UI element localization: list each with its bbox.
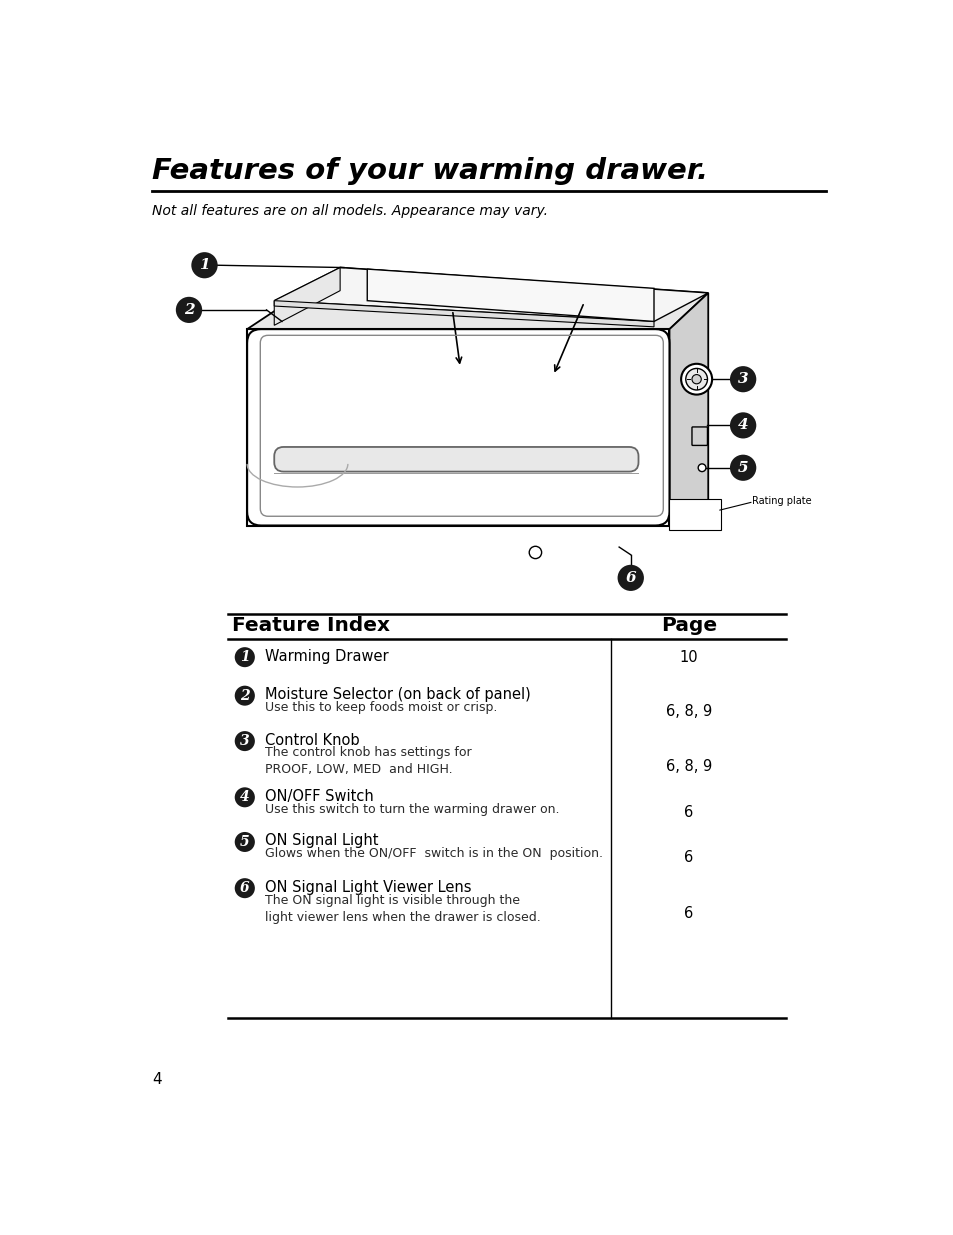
Text: ON Signal Light: ON Signal Light	[265, 834, 378, 848]
Text: Use this switch to turn the warming drawer on.: Use this switch to turn the warming draw…	[265, 803, 558, 815]
Circle shape	[680, 364, 711, 395]
Polygon shape	[274, 268, 707, 321]
Circle shape	[192, 252, 217, 278]
FancyBboxPatch shape	[691, 427, 707, 446]
Text: 3: 3	[737, 372, 748, 387]
Circle shape	[234, 832, 254, 852]
Text: 6: 6	[683, 805, 693, 820]
Text: Use this to keep foods moist or crisp.: Use this to keep foods moist or crisp.	[265, 701, 497, 714]
Text: 4: 4	[152, 1072, 161, 1087]
Text: Page: Page	[660, 616, 717, 635]
Text: 6: 6	[625, 571, 636, 585]
Text: Rating plate: Rating plate	[752, 496, 811, 506]
Circle shape	[529, 546, 541, 558]
Text: Not all features are on all models. Appearance may vary.: Not all features are on all models. Appe…	[152, 204, 547, 217]
Circle shape	[234, 647, 254, 667]
Circle shape	[729, 454, 756, 480]
Text: ON/OFF Switch: ON/OFF Switch	[265, 789, 374, 804]
Polygon shape	[367, 269, 654, 321]
Text: 5: 5	[737, 461, 748, 474]
Circle shape	[691, 374, 700, 384]
FancyBboxPatch shape	[274, 447, 638, 472]
Polygon shape	[274, 268, 340, 325]
Text: 6, 8, 9: 6, 8, 9	[665, 704, 711, 719]
Circle shape	[698, 464, 705, 472]
Text: 6: 6	[683, 906, 693, 921]
Text: Control Knob: Control Knob	[265, 732, 359, 747]
Circle shape	[175, 296, 202, 324]
Circle shape	[234, 731, 254, 751]
Text: 1: 1	[199, 258, 210, 272]
Text: 4: 4	[737, 419, 748, 432]
Text: 1: 1	[240, 650, 250, 664]
Circle shape	[617, 564, 643, 592]
Circle shape	[729, 412, 756, 438]
Polygon shape	[669, 293, 707, 530]
Text: The ON signal light is visible through the
light viewer lens when the drawer is : The ON signal light is visible through t…	[265, 894, 540, 924]
Text: Moisture Selector (on back of panel): Moisture Selector (on back of panel)	[265, 687, 530, 703]
Text: 6: 6	[683, 850, 693, 864]
Circle shape	[729, 366, 756, 393]
Polygon shape	[247, 268, 707, 330]
Circle shape	[234, 878, 254, 898]
Text: 6: 6	[240, 881, 250, 895]
Text: 2: 2	[184, 303, 194, 317]
Text: Features of your warming drawer.: Features of your warming drawer.	[152, 157, 707, 185]
Text: ON Signal Light Viewer Lens: ON Signal Light Viewer Lens	[265, 879, 471, 894]
Text: 10: 10	[679, 650, 698, 664]
FancyBboxPatch shape	[247, 330, 669, 526]
Text: 6, 8, 9: 6, 8, 9	[665, 760, 711, 774]
Polygon shape	[247, 330, 669, 526]
Circle shape	[685, 368, 707, 390]
Text: 5: 5	[240, 835, 250, 848]
Circle shape	[234, 787, 254, 808]
Text: 4: 4	[240, 790, 250, 804]
Circle shape	[234, 685, 254, 705]
Text: 3: 3	[240, 734, 250, 748]
FancyBboxPatch shape	[668, 499, 720, 530]
Text: Feature Index: Feature Index	[232, 616, 389, 635]
Text: The control knob has settings for
PROOF, LOW, MED  and HIGH.: The control knob has settings for PROOF,…	[265, 746, 471, 777]
Text: Glows when the ON/OFF  switch is in the ON  position.: Glows when the ON/OFF switch is in the O…	[265, 847, 602, 861]
Text: Warming Drawer: Warming Drawer	[265, 648, 388, 663]
Text: 2: 2	[240, 689, 250, 703]
Polygon shape	[274, 300, 654, 327]
